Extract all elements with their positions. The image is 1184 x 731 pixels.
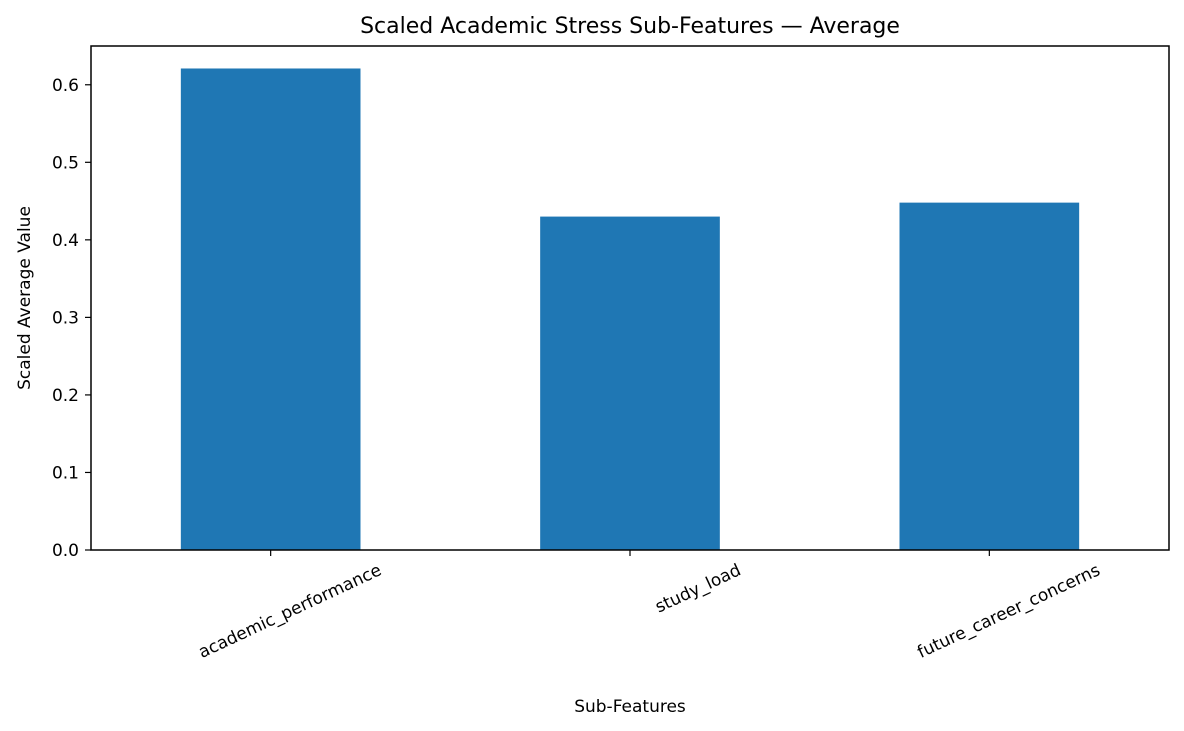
y-tick-label: 0.5 <box>52 153 79 173</box>
bar-study_load <box>540 216 720 551</box>
y-tick-label: 0.3 <box>52 308 79 328</box>
y-axis: 0.0 0.1 0.2 0.3 0.4 0.5 0.6 <box>52 76 91 561</box>
y-tick-label: 0.6 <box>52 76 79 96</box>
x-tick-label: academic_performance <box>196 560 385 662</box>
y-tick-label: 0.1 <box>52 463 79 483</box>
x-tick-label: future_career_concerns <box>914 560 1103 662</box>
x-axis-label: Sub-Features <box>574 697 686 717</box>
y-tick-label: 0.2 <box>52 386 79 406</box>
x-tick-label: study_load <box>652 560 744 617</box>
bars-group <box>180 68 1080 551</box>
bar-future_career_concerns <box>899 202 1080 550</box>
y-tick-label: 0.0 <box>52 541 79 561</box>
chart-title: Scaled Academic Stress Sub-Features — Av… <box>360 14 900 39</box>
x-axis: academic_performance study_load future_car… <box>196 550 1104 663</box>
y-tick-label: 0.4 <box>52 231 79 251</box>
y-axis-label: Scaled Average Value <box>15 206 35 390</box>
bar-academic_performance <box>180 68 361 551</box>
